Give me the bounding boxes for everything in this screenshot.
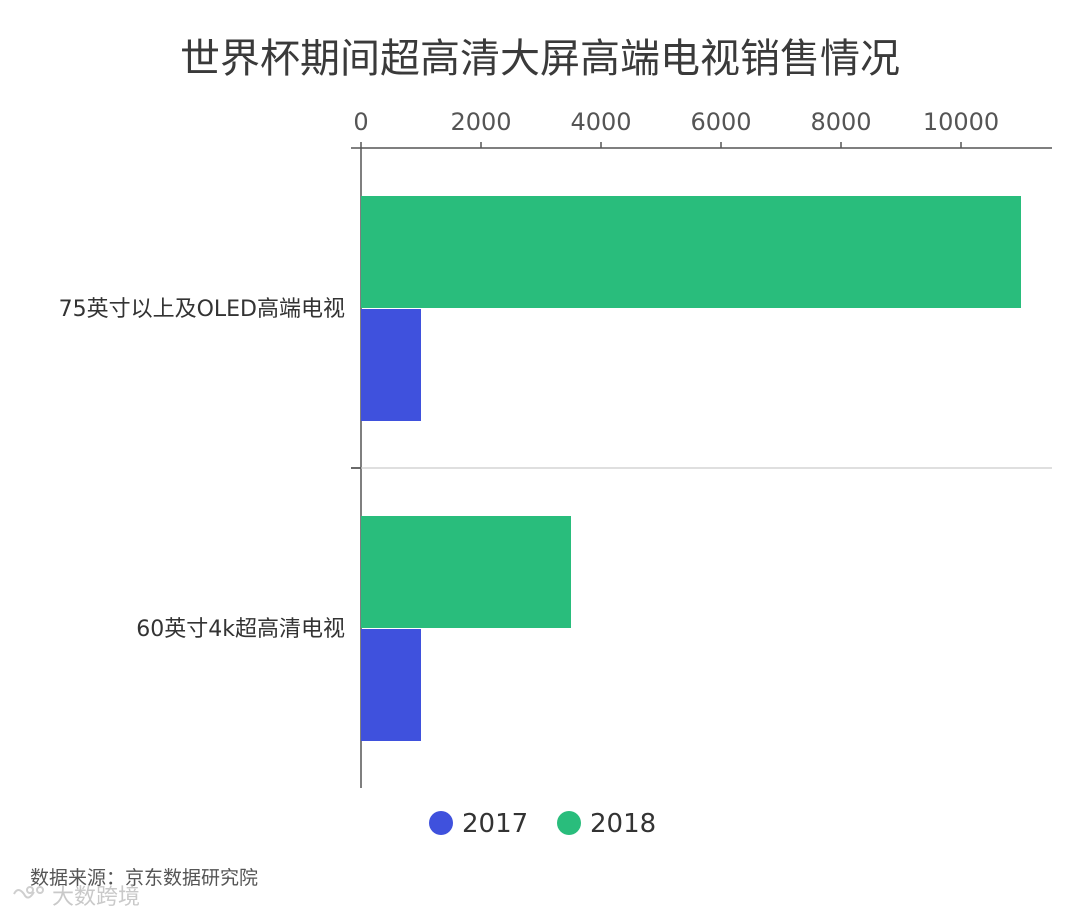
axes: 0 2000 4000 6000 8000 10000 75英寸以上及OLED高端电视 60英… (59, 108, 1052, 788)
x-tick-label: 6000 (690, 108, 751, 136)
watermark-logo-icon (13, 886, 44, 899)
bars (361, 196, 1021, 741)
legend-marker-2017 (429, 811, 453, 835)
x-tick-label: 10000 (923, 108, 999, 136)
watermark: 大数跨境 (13, 885, 140, 910)
x-tick-label: 2000 (450, 108, 511, 136)
category-label: 75英寸以上及OLED高端电视 (59, 297, 345, 322)
legend-marker-2018 (557, 811, 581, 835)
bar-2018 (361, 516, 571, 628)
x-tick-label: 8000 (810, 108, 871, 136)
source-note: 数据来源：京东数据研究院 (30, 867, 258, 889)
x-tick-label: 0 (353, 108, 368, 136)
legend-label-2018: 2018 (590, 809, 656, 839)
bar-2017 (361, 629, 421, 741)
bar-2017 (361, 309, 421, 421)
legend-label-2017: 2017 (462, 809, 528, 839)
watermark-text: 大数跨境 (52, 885, 140, 910)
chart-title: 世界杯期间超高清大屏高端电视销售情况 (180, 36, 900, 82)
category-label: 60英寸4k超高清电视 (136, 617, 345, 642)
legend: 2017 2018 (429, 809, 656, 839)
x-tick-label: 4000 (570, 108, 631, 136)
bar-2018 (361, 196, 1021, 308)
